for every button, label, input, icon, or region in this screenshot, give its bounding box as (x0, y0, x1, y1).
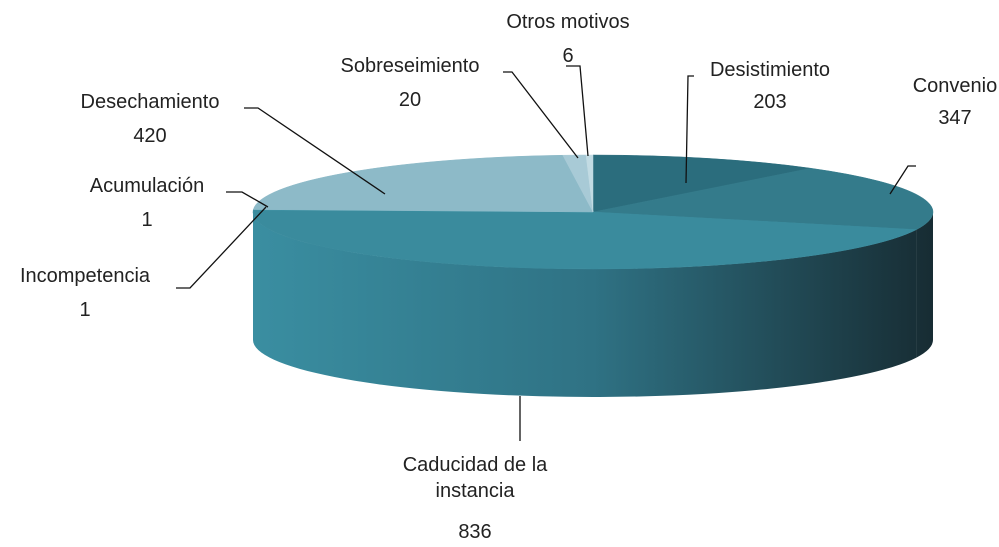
pie-slice (592, 154, 811, 213)
slice-value: 6 (562, 45, 574, 67)
pie-side (253, 212, 917, 397)
leader-line (503, 71, 579, 159)
slice-value: 203 (753, 91, 787, 113)
slice-value: 836 (458, 521, 492, 543)
pie-side (916, 212, 933, 358)
leader-line (685, 75, 694, 184)
slice-label: Incompetencia (19, 265, 151, 287)
pie-slice (252, 209, 918, 270)
slice-value: 347 (938, 107, 972, 129)
pie-sides (253, 212, 933, 397)
pie-tops (252, 154, 934, 270)
slice-value: 1 (141, 209, 153, 231)
leader-line (226, 191, 269, 208)
slice-value: 20 (398, 89, 422, 111)
leader-line (566, 65, 589, 157)
slice-label: Otros motivos (506, 11, 630, 33)
leader-line (176, 206, 267, 289)
pie-slice (252, 154, 594, 213)
slice-value: 1 (79, 299, 91, 321)
slice-label: Desechamiento (80, 91, 220, 113)
leader-line (244, 107, 386, 195)
slice-label: Sobreseimiento (340, 55, 480, 77)
pie-slice (592, 167, 934, 230)
slice-label: Convenio (912, 75, 998, 97)
pie-slice (585, 154, 594, 213)
leader-line (889, 165, 916, 195)
leader-lines (176, 65, 916, 441)
slice-value: 420 (133, 125, 167, 147)
slice-label: Acumulación (89, 175, 205, 197)
slice-label: Desistimiento (709, 59, 831, 81)
slice-label: Caducidad de la instancia (402, 454, 548, 502)
